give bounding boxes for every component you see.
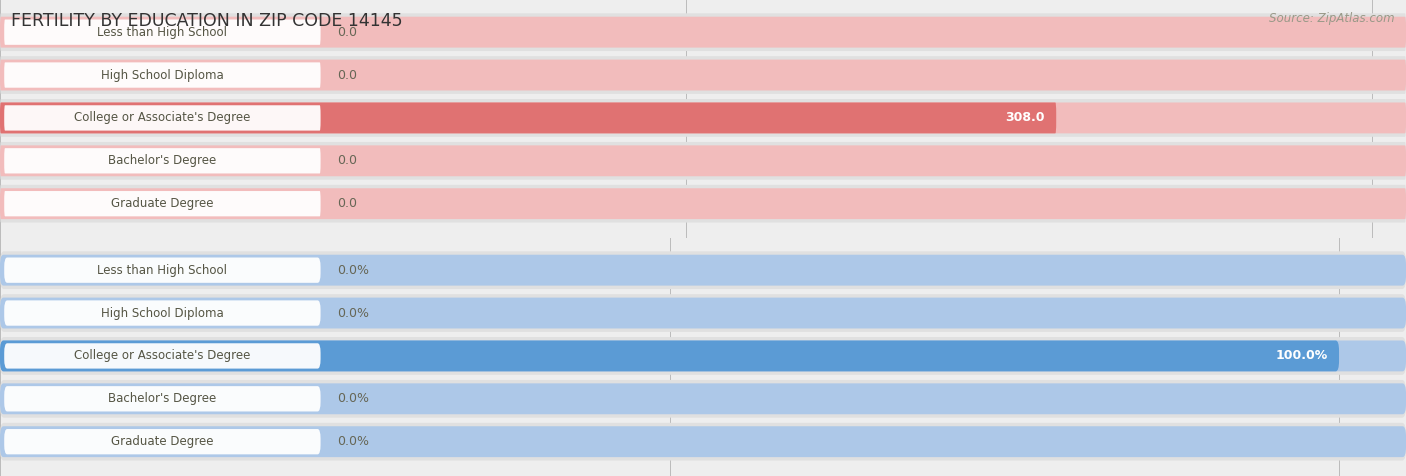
- Text: High School Diploma: High School Diploma: [101, 69, 224, 81]
- FancyBboxPatch shape: [4, 300, 321, 326]
- FancyBboxPatch shape: [4, 62, 321, 88]
- Text: Less than High School: Less than High School: [97, 26, 228, 39]
- FancyBboxPatch shape: [4, 258, 321, 283]
- Text: 0.0%: 0.0%: [337, 392, 370, 405]
- Text: Bachelor's Degree: Bachelor's Degree: [108, 154, 217, 167]
- Text: Bachelor's Degree: Bachelor's Degree: [108, 392, 217, 405]
- Text: High School Diploma: High School Diploma: [101, 307, 224, 319]
- FancyBboxPatch shape: [0, 145, 1406, 176]
- Text: College or Associate's Degree: College or Associate's Degree: [75, 111, 250, 124]
- FancyBboxPatch shape: [4, 386, 321, 411]
- FancyBboxPatch shape: [0, 13, 1406, 51]
- FancyBboxPatch shape: [4, 20, 321, 45]
- FancyBboxPatch shape: [0, 340, 1339, 371]
- FancyBboxPatch shape: [0, 383, 1406, 414]
- FancyBboxPatch shape: [4, 429, 321, 455]
- FancyBboxPatch shape: [0, 102, 1406, 133]
- FancyBboxPatch shape: [4, 191, 321, 217]
- FancyBboxPatch shape: [0, 185, 1406, 223]
- Text: 0.0: 0.0: [337, 26, 357, 39]
- FancyBboxPatch shape: [0, 426, 1406, 457]
- FancyBboxPatch shape: [0, 337, 1406, 375]
- Text: 0.0: 0.0: [337, 154, 357, 167]
- FancyBboxPatch shape: [0, 99, 1406, 137]
- FancyBboxPatch shape: [4, 148, 321, 173]
- FancyBboxPatch shape: [0, 17, 1406, 48]
- FancyBboxPatch shape: [0, 340, 1406, 371]
- FancyBboxPatch shape: [0, 255, 1406, 286]
- Text: Graduate Degree: Graduate Degree: [111, 197, 214, 210]
- Text: 0.0%: 0.0%: [337, 435, 370, 448]
- FancyBboxPatch shape: [4, 105, 321, 130]
- FancyBboxPatch shape: [0, 56, 1406, 94]
- FancyBboxPatch shape: [0, 423, 1406, 461]
- FancyBboxPatch shape: [0, 298, 1406, 328]
- Text: 100.0%: 100.0%: [1275, 349, 1327, 362]
- Text: 0.0%: 0.0%: [337, 264, 370, 277]
- Text: 0.0: 0.0: [337, 69, 357, 81]
- Text: College or Associate's Degree: College or Associate's Degree: [75, 349, 250, 362]
- FancyBboxPatch shape: [0, 60, 1406, 90]
- Text: Less than High School: Less than High School: [97, 264, 228, 277]
- FancyBboxPatch shape: [0, 142, 1406, 179]
- Text: FERTILITY BY EDUCATION IN ZIP CODE 14145: FERTILITY BY EDUCATION IN ZIP CODE 14145: [11, 12, 404, 30]
- FancyBboxPatch shape: [0, 380, 1406, 417]
- FancyBboxPatch shape: [0, 102, 1056, 133]
- Text: 0.0: 0.0: [337, 197, 357, 210]
- FancyBboxPatch shape: [4, 343, 321, 368]
- Text: Graduate Degree: Graduate Degree: [111, 435, 214, 448]
- Text: Source: ZipAtlas.com: Source: ZipAtlas.com: [1270, 12, 1395, 25]
- FancyBboxPatch shape: [0, 294, 1406, 332]
- Text: 0.0%: 0.0%: [337, 307, 370, 319]
- FancyBboxPatch shape: [0, 251, 1406, 289]
- FancyBboxPatch shape: [0, 188, 1406, 219]
- Text: 308.0: 308.0: [1005, 111, 1045, 124]
